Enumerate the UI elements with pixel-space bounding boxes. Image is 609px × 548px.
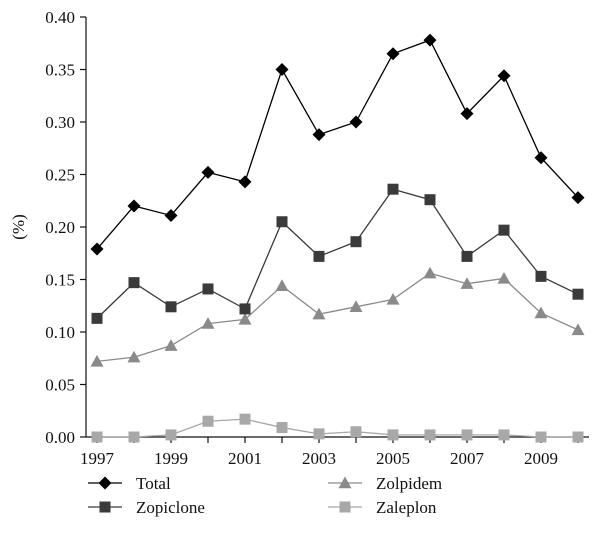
data-point-zopiclone (313, 250, 325, 262)
data-point-total (275, 63, 289, 76)
y-axis-label: (%) (9, 214, 28, 239)
x-tick-label: 2003 (302, 449, 336, 468)
data-point-zolpidem (460, 277, 474, 289)
y-axis-ticks: 0.00 0.05 0.10 0.15 0.20 0.25 0.30 0.35 0.40 (45, 8, 86, 447)
data-point-zaleplon (498, 429, 510, 441)
data-point-total (164, 208, 178, 222)
data-point-zopiclone (350, 236, 362, 248)
data-point-zaleplon (572, 431, 584, 443)
legend: Total Zopiclone Zolpidem Zaleplon (88, 474, 442, 517)
series-line-zopiclone (96, 188, 579, 319)
data-point-zolpidem (312, 307, 326, 320)
data-point-zopiclone (535, 270, 547, 282)
data-point-zaleplon (350, 426, 362, 438)
legend-label: Zopiclone (136, 498, 205, 517)
series-line-zaleplon (97, 418, 578, 438)
data-point-zaleplon (202, 415, 214, 427)
data-point-zolpidem (534, 306, 548, 319)
data-point-zopiclone (498, 224, 510, 236)
series-zaleplon (91, 413, 584, 443)
data-point-zopiclone (202, 283, 214, 295)
data-point-zopiclone (572, 288, 584, 300)
data-point-total (201, 165, 215, 179)
x-tick-label: 1999 (154, 449, 188, 468)
data-point-zopiclone (461, 250, 473, 262)
data-point-zaleplon (461, 429, 473, 441)
data-point-zolpidem (127, 350, 141, 363)
legend-marker-zaleplon (339, 501, 351, 513)
data-point-zopiclone (387, 183, 399, 195)
y-tick-label: 0.40 (45, 8, 75, 27)
y-tick-label: 0.25 (45, 166, 75, 185)
x-tick-label: 1997 (80, 449, 115, 468)
data-point-zopiclone (239, 303, 251, 315)
x-tick-label: 2005 (376, 449, 410, 468)
y-tick-label: 0.00 (45, 428, 75, 447)
data-point-zaleplon (424, 429, 436, 441)
data-point-zolpidem (164, 339, 178, 351)
legend-label: Zaleplon (376, 498, 437, 517)
data-point-zolpidem (90, 354, 104, 367)
series-total (90, 33, 585, 256)
series-layer (90, 33, 585, 443)
legend-label: Zolpidem (376, 474, 442, 493)
x-axis-ticks: 1997 1999 2001 2003 2005 2007 2009 (80, 437, 579, 468)
data-point-zopiclone (91, 312, 103, 324)
legend-item-zopiclone: Zopiclone (88, 498, 205, 517)
data-point-total (534, 151, 548, 165)
x-tick-label: 2009 (524, 449, 558, 468)
data-point-zolpidem (386, 292, 400, 305)
data-point-zopiclone (424, 194, 436, 206)
data-point-total (460, 107, 474, 121)
legend-item-zolpidem: Zolpidem (328, 474, 442, 493)
legend-marker-total (98, 476, 112, 490)
data-point-total (349, 115, 363, 129)
data-point-zolpidem (275, 279, 289, 291)
data-point-zaleplon (165, 429, 177, 441)
data-point-zolpidem (423, 266, 437, 279)
data-point-zopiclone (276, 216, 288, 228)
series-line-total (96, 39, 579, 250)
data-point-zolpidem (201, 317, 215, 329)
data-point-zopiclone (128, 277, 140, 289)
data-point-total (423, 33, 437, 47)
series-line-zolpidem (96, 272, 579, 363)
x-tick-label: 2007 (450, 449, 485, 468)
data-point-zaleplon (535, 431, 547, 443)
data-point-total (571, 191, 585, 205)
y-tick-label: 0.35 (45, 61, 75, 80)
data-point-zaleplon (91, 431, 103, 443)
y-tick-label: 0.05 (45, 376, 75, 395)
data-point-total (497, 69, 511, 83)
legend-item-total: Total (88, 474, 171, 493)
data-point-zolpidem (571, 323, 585, 336)
data-point-zaleplon (239, 413, 251, 425)
y-tick-label: 0.30 (45, 113, 75, 132)
legend-label: Total (136, 474, 171, 493)
legend-item-zaleplon: Zaleplon (328, 498, 437, 517)
data-point-zolpidem (349, 300, 363, 312)
y-tick-label: 0.20 (45, 218, 75, 237)
data-point-zaleplon (313, 428, 325, 440)
data-point-total (90, 242, 104, 256)
series-zolpidem (90, 266, 585, 367)
data-point-total (127, 199, 141, 213)
x-tick-label: 2001 (228, 449, 262, 468)
data-point-total (312, 128, 326, 142)
data-point-zaleplon (387, 429, 399, 441)
data-point-zolpidem (497, 271, 511, 284)
legend-marker-zolpidem (338, 476, 352, 489)
axes (85, 17, 589, 438)
y-tick-label: 0.10 (45, 323, 75, 342)
series-zopiclone (91, 183, 584, 324)
y-tick-label: 0.15 (45, 271, 75, 290)
data-point-zaleplon (276, 422, 288, 434)
data-point-total (386, 47, 400, 61)
legend-marker-zopiclone (99, 501, 111, 513)
data-point-zopiclone (165, 301, 177, 313)
data-point-total (238, 175, 252, 189)
data-point-zaleplon (128, 431, 140, 443)
data-point-zolpidem (238, 312, 252, 325)
